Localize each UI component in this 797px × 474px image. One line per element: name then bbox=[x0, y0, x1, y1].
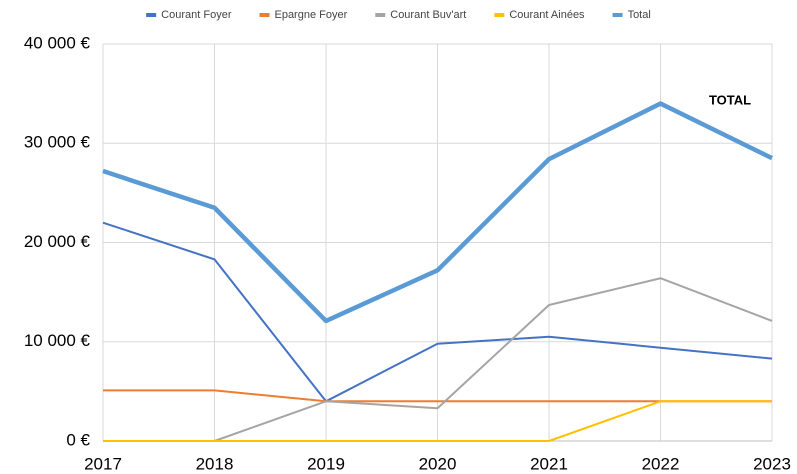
legend-label: Epargne Foyer bbox=[274, 9, 347, 21]
x-tick-label: 2023 bbox=[753, 454, 791, 473]
x-tick-label: 2018 bbox=[196, 454, 234, 473]
y-tick-label: 40 000 € bbox=[24, 33, 91, 52]
legend-label: Courant Ainées bbox=[509, 9, 585, 21]
y-tick-label: 0 € bbox=[66, 430, 90, 449]
y-tick-label: 10 000 € bbox=[24, 331, 91, 350]
legend-label: Courant Buv'art bbox=[390, 9, 466, 21]
chart: TOTAL 0 € 10 000 € 20 000 € 30 000 € 40 000 … bbox=[0, 0, 797, 474]
y-tick-label: 20 000 € bbox=[24, 232, 91, 251]
x-tick-label: 2019 bbox=[307, 454, 345, 473]
x-tick-label: 2020 bbox=[419, 454, 457, 473]
legend-label: Total bbox=[628, 9, 651, 21]
x-tick-label: 2017 bbox=[84, 454, 122, 473]
annotation: TOTAL bbox=[709, 92, 751, 107]
y-tick-label: 30 000 € bbox=[24, 133, 91, 152]
x-tick-label: 2022 bbox=[642, 454, 680, 473]
x-tick-label: 2021 bbox=[530, 454, 568, 473]
legend-label: Courant Foyer bbox=[161, 9, 232, 21]
